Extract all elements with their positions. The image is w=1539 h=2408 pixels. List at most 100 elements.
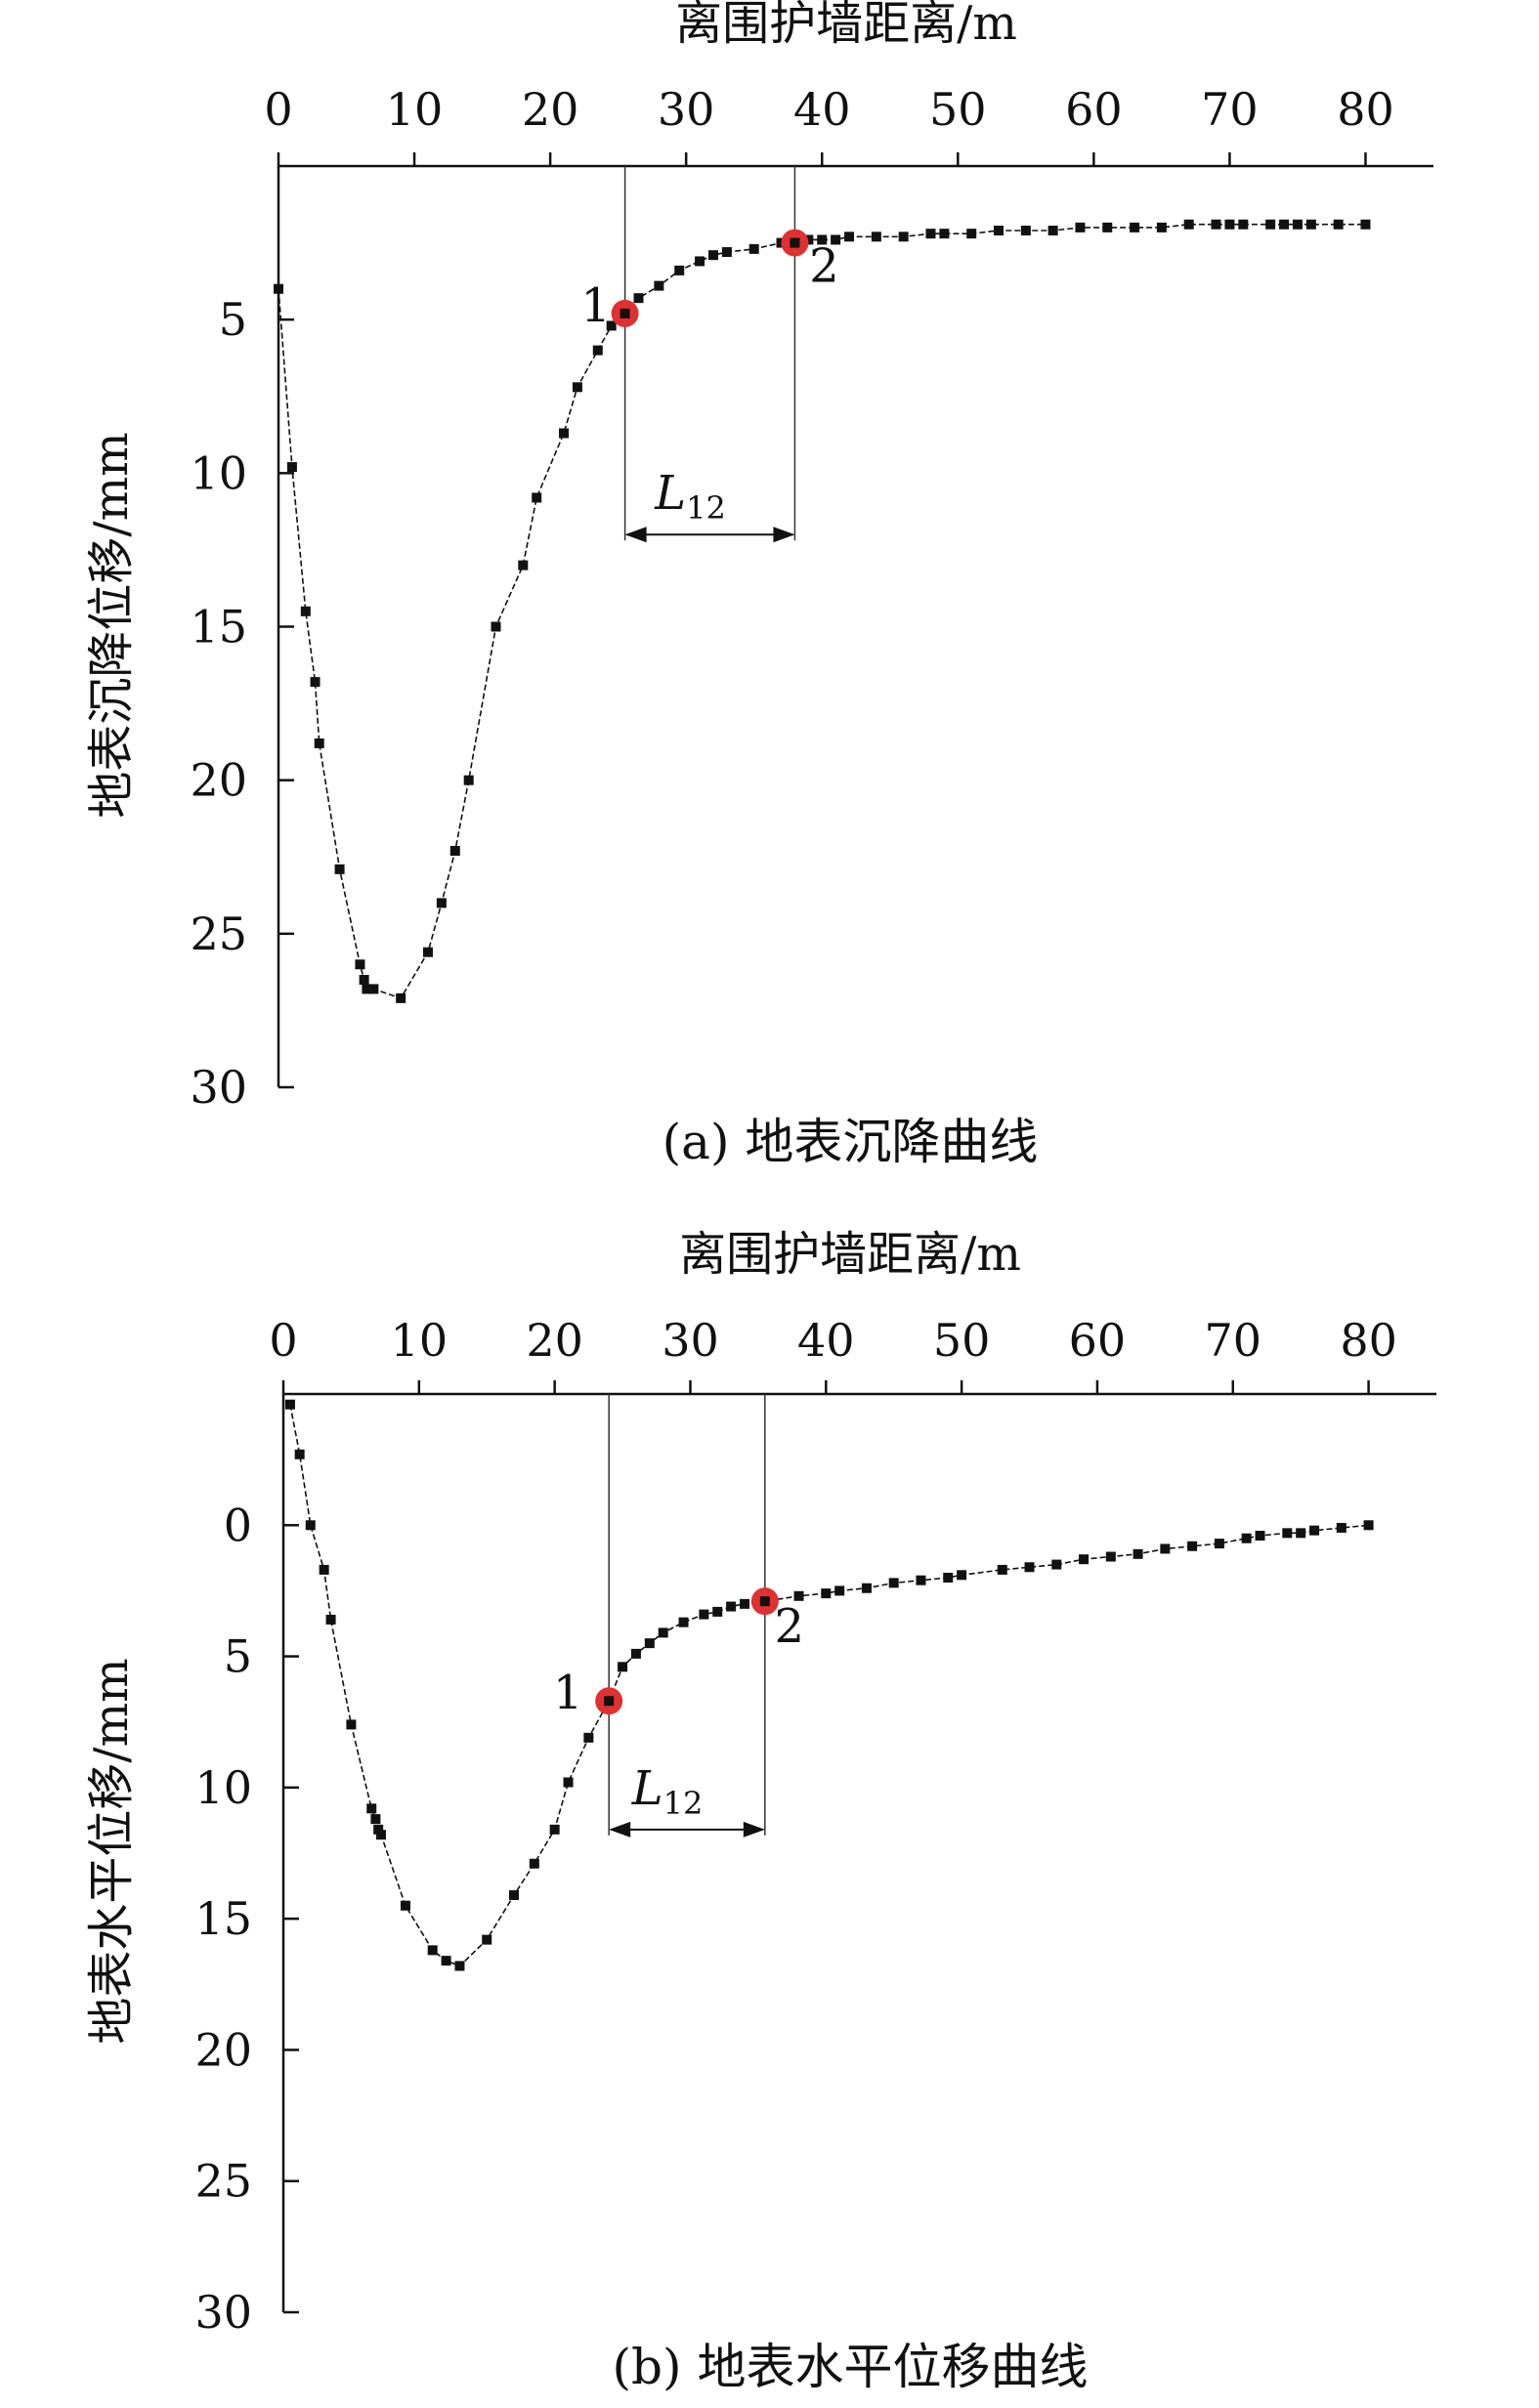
data-point	[1292, 219, 1303, 230]
data-point	[1305, 219, 1316, 230]
y-tick-label: 20	[190, 754, 247, 807]
highlight-point-core	[620, 308, 630, 318]
data-point	[943, 1573, 954, 1583]
data-point	[518, 560, 529, 570]
data-point	[1214, 1539, 1224, 1549]
data-point	[1051, 1559, 1062, 1570]
data-point	[1133, 1548, 1143, 1559]
data-point	[821, 1588, 832, 1599]
x-tick-label: 70	[1204, 1314, 1261, 1367]
series-line	[278, 223, 1366, 999]
data-point	[678, 1617, 689, 1627]
y-tick-label: 10	[194, 1761, 252, 1814]
data-point	[305, 1520, 316, 1531]
data-point	[1255, 1531, 1265, 1542]
data-point	[300, 606, 311, 616]
data-point	[721, 247, 732, 258]
x-tick-label: 50	[929, 83, 987, 136]
data-point	[370, 1814, 381, 1825]
span-arrowhead-right	[743, 1821, 765, 1838]
data-point	[1360, 219, 1371, 230]
data-point	[400, 1900, 410, 1911]
data-point	[861, 1583, 872, 1593]
y-axis-title: 地表水平位移/mm	[84, 1658, 139, 2044]
data-point	[1265, 219, 1276, 230]
span-label: L12	[631, 1761, 704, 1822]
data-point	[831, 234, 841, 245]
y-tick-label: 0	[224, 1499, 252, 1551]
data-point	[583, 1732, 594, 1743]
data-point	[449, 845, 460, 856]
data-point	[1363, 1520, 1374, 1531]
data-point	[334, 864, 345, 874]
data-point	[654, 280, 664, 291]
y-tick-label: 30	[190, 1061, 247, 1114]
data-point	[740, 1598, 749, 1609]
data-point	[939, 229, 950, 239]
annotation-label-1: 1	[580, 278, 611, 333]
data-point	[630, 1648, 641, 1659]
data-point	[355, 959, 365, 970]
x-tick-label: 80	[1337, 83, 1394, 136]
data-point	[916, 1575, 926, 1585]
data-point	[1333, 219, 1344, 230]
y-tick-label: 10	[190, 446, 247, 499]
data-point	[274, 283, 283, 294]
panel-caption: (b) 地表水平位移曲线	[613, 2339, 1089, 2395]
y-tick-label: 25	[190, 908, 247, 960]
data-point	[707, 250, 718, 261]
data-point	[966, 229, 977, 239]
panel-b-horizontal-chart: 0 10 20 30 40 50 60 70 80 0 5 10 15 20 25 30 离围护墙距离/m 地表水…	[84, 1227, 1436, 2395]
annotation-label-2: 2	[809, 239, 839, 294]
annotation-label-1: 1	[553, 1666, 583, 1720]
data-point	[834, 1585, 845, 1596]
data-point	[362, 984, 372, 994]
data-point	[319, 1564, 329, 1575]
data-point	[1282, 1528, 1293, 1539]
x-tick-label: 40	[793, 83, 851, 136]
x-tick-label: 20	[526, 1314, 583, 1367]
data-point	[373, 1824, 384, 1835]
data-point	[1105, 1551, 1116, 1562]
panel-caption: (a) 地表沉降曲线	[663, 1114, 1039, 1170]
panel-a-settlement-chart: 0 10 20 30 40 50 60 70 80 5 10 15 20 25 30 离围护墙距离/m 地表沉降…	[84, 0, 1433, 1170]
data-point	[454, 1961, 465, 1971]
data-point	[441, 1956, 451, 1966]
data-point	[644, 1638, 655, 1649]
data-point	[549, 1824, 560, 1835]
data-point	[286, 462, 297, 473]
data-point	[1211, 219, 1221, 230]
data-point	[748, 243, 759, 254]
data-point	[359, 974, 369, 985]
data-point	[997, 1564, 1007, 1575]
data-point	[925, 229, 936, 239]
data-point	[712, 1606, 723, 1617]
data-point	[482, 1934, 492, 1945]
series-line	[289, 1404, 1369, 1967]
x-tick-label: 60	[1065, 83, 1123, 136]
data-point	[310, 677, 321, 688]
data-point	[1020, 226, 1031, 236]
data-point	[559, 428, 570, 439]
data-point	[592, 345, 603, 356]
data-point	[1224, 219, 1235, 230]
y-tick-label: 5	[224, 1630, 252, 1683]
highlight-point-core	[790, 237, 800, 248]
data-point	[532, 492, 542, 503]
y-axis-title: 地表沉降位移/mm	[84, 432, 139, 818]
data-point	[994, 226, 1005, 236]
data-point	[375, 1830, 386, 1840]
data-point	[695, 256, 705, 267]
data-point	[325, 1614, 336, 1625]
x-tick-label: 0	[264, 83, 292, 136]
data-point	[346, 1719, 357, 1730]
data-point	[1047, 226, 1058, 236]
data-point	[366, 1803, 377, 1814]
data-point	[1241, 1533, 1252, 1543]
x-tick-label: 70	[1201, 83, 1259, 136]
x-tick-label: 20	[522, 83, 579, 136]
y-tick-label: 20	[194, 2023, 252, 2076]
x-tick-label: 10	[386, 83, 444, 136]
x-tick-label: 60	[1069, 1314, 1127, 1367]
